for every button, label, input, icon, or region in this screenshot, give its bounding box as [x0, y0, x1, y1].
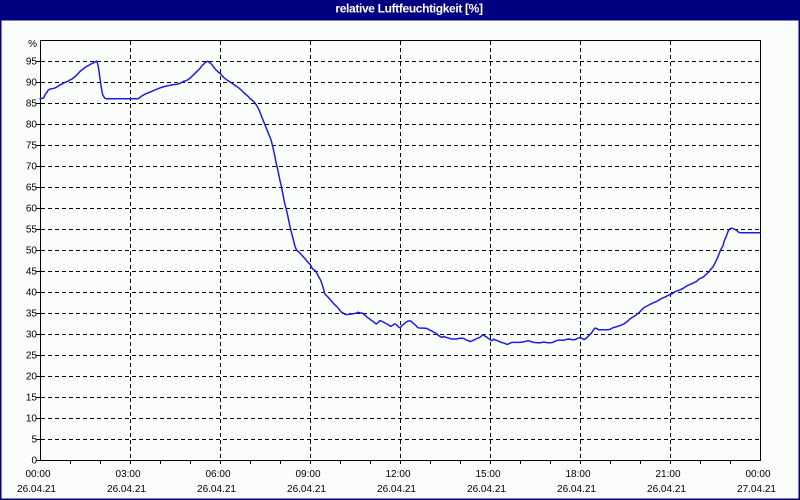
svg-text:35: 35 [26, 309, 38, 320]
svg-text:00:00: 00:00 [25, 469, 50, 480]
svg-text:09:00: 09:00 [295, 469, 320, 480]
svg-text:15:00: 15:00 [475, 469, 500, 480]
svg-text:65: 65 [26, 183, 38, 194]
svg-text:26.04.21: 26.04.21 [467, 484, 506, 495]
svg-text:50: 50 [26, 246, 38, 257]
svg-text:26.04.21: 26.04.21 [647, 484, 686, 495]
svg-text:06:00: 06:00 [205, 469, 230, 480]
svg-text:30: 30 [26, 330, 38, 341]
svg-text:12:00: 12:00 [385, 469, 410, 480]
svg-text:26.04.21: 26.04.21 [377, 484, 416, 495]
svg-text:00:00: 00:00 [745, 469, 770, 480]
svg-text:relative Luftfeuchtigkeit [%]: relative Luftfeuchtigkeit [%] [335, 1, 483, 15]
svg-text:90: 90 [26, 78, 38, 89]
svg-text:20: 20 [26, 372, 38, 383]
svg-text:26.04.21: 26.04.21 [107, 484, 146, 495]
svg-text:0: 0 [31, 456, 37, 467]
svg-text:55: 55 [26, 225, 38, 236]
svg-text:26.04.21: 26.04.21 [197, 484, 236, 495]
svg-text:40: 40 [26, 288, 38, 299]
svg-text:%: % [28, 39, 37, 50]
svg-text:80: 80 [26, 120, 38, 131]
svg-text:60: 60 [26, 204, 38, 215]
svg-text:03:00: 03:00 [115, 469, 140, 480]
svg-text:10: 10 [26, 414, 38, 425]
svg-text:27.04.21: 27.04.21 [737, 484, 776, 495]
svg-text:26.04.21: 26.04.21 [557, 484, 596, 495]
svg-text:45: 45 [26, 267, 38, 278]
svg-text:25: 25 [26, 351, 38, 362]
svg-text:75: 75 [26, 141, 38, 152]
svg-text:26.04.21: 26.04.21 [287, 484, 326, 495]
svg-text:70: 70 [26, 162, 38, 173]
svg-text:5: 5 [31, 435, 37, 446]
svg-text:18:00: 18:00 [565, 469, 590, 480]
svg-text:26.04.21: 26.04.21 [17, 484, 56, 495]
svg-text:15: 15 [26, 393, 38, 404]
svg-text:21:00: 21:00 [655, 469, 680, 480]
svg-text:95: 95 [26, 57, 38, 68]
svg-text:85: 85 [26, 99, 38, 110]
